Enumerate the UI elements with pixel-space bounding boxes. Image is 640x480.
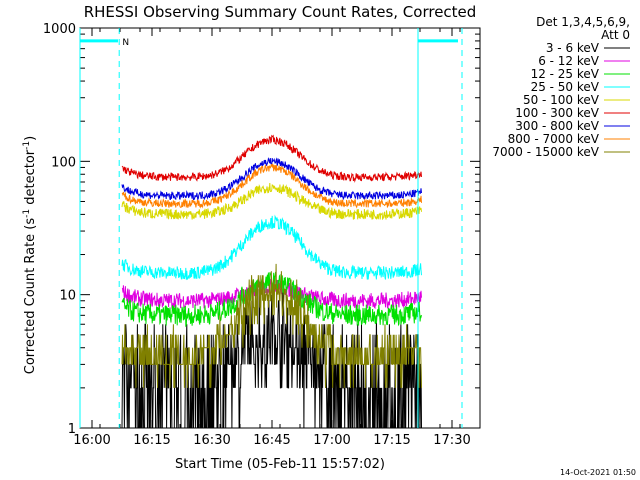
- x-tick-label: 17:15: [373, 433, 410, 448]
- plot-area: 1 10 100 1000 16:00 16:15 16:30 16:45 17:00 17:15…: [43, 22, 481, 448]
- x-tick-label: 16:15: [133, 433, 170, 448]
- legend-label: 7000 - 15000 keV: [492, 145, 599, 159]
- y-tick-label: 10: [59, 289, 76, 304]
- legend-header-line: Det 1,3,4,5,6,9,: [536, 15, 630, 29]
- series-line: [121, 182, 422, 221]
- y-axis-label: Corrected Count Rate (s-1 detector-1): [22, 136, 38, 374]
- x-tick-label: 17:30: [433, 433, 470, 448]
- y-axis-label-part: ): [23, 136, 38, 141]
- legend-label: 50 - 100 keV: [523, 93, 600, 107]
- timestamp: 14-Oct-2021 01:50: [560, 468, 636, 477]
- chart-title: RHESSI Observing Summary Count Rates, Co…: [84, 3, 477, 21]
- y-axis-label-part: Corrected Count Rate (s: [23, 218, 38, 375]
- y-tick-label: 100: [51, 155, 76, 170]
- x-tick-label: 16:00: [73, 433, 110, 448]
- y-axis-label-part: detector: [23, 149, 38, 209]
- series-line: [121, 263, 422, 388]
- legend-label: 3 - 6 keV: [546, 41, 600, 55]
- legend-label: 6 - 12 keV: [538, 54, 600, 68]
- legend-label: 800 - 7000 keV: [508, 132, 600, 146]
- legend-label: 12 - 25 keV: [531, 67, 600, 81]
- y-tick-label: 1: [68, 422, 76, 437]
- y-tick-label: 1000: [43, 22, 76, 37]
- x-axis-label: Start Time (05-Feb-11 15:57:02): [175, 457, 385, 472]
- x-tick-label: 16:45: [253, 433, 290, 448]
- legend-header-line: Att 0: [601, 28, 630, 42]
- series-line: [121, 163, 422, 209]
- series-line: [121, 134, 422, 183]
- svg-text:Corrected Count Rate (s-1 dete: Corrected Count Rate (s-1 detector-1): [22, 136, 38, 374]
- legend-label: 25 - 50 keV: [531, 80, 600, 94]
- series-line: [121, 214, 422, 281]
- y-axis-label-sup: -1: [22, 209, 32, 218]
- x-tick-label: 17:00: [313, 433, 350, 448]
- x-tick-label: 16:30: [193, 433, 230, 448]
- legend-label: 100 - 300 keV: [515, 106, 599, 120]
- marker-label: N: [122, 38, 129, 48]
- legend-label: 300 - 800 keV: [515, 119, 599, 133]
- y-axis-label-sup: -1: [22, 141, 32, 150]
